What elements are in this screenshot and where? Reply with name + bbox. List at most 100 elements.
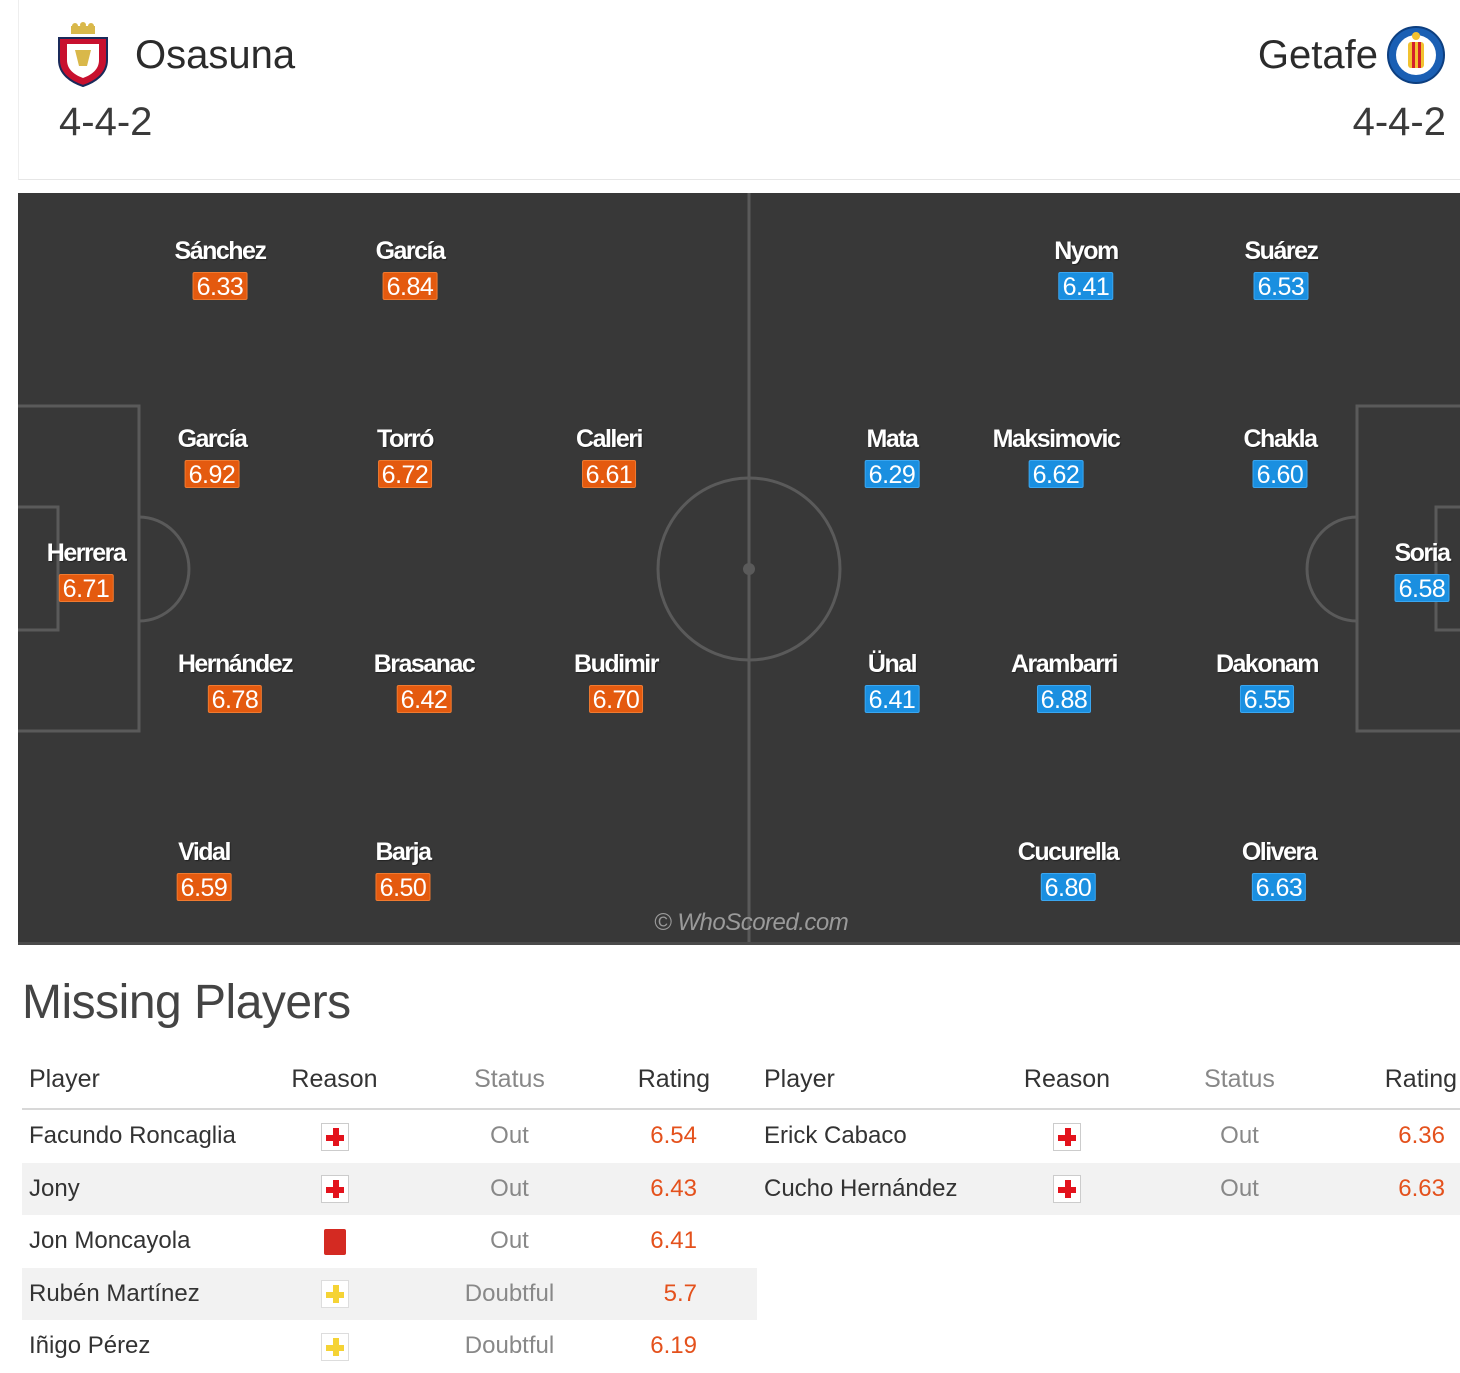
player-rating: 6.63 bbox=[1251, 873, 1307, 902]
away-player-chakla[interactable]: Chakla 6.60 bbox=[1244, 425, 1318, 489]
player-name: Hernández bbox=[177, 650, 294, 678]
getafe-crest-icon[interactable] bbox=[1386, 22, 1446, 88]
injury-icon[interactable] bbox=[320, 1122, 349, 1151]
player-name: Suárez bbox=[1244, 237, 1319, 265]
status: Out bbox=[1220, 1122, 1259, 1150]
player-rating: 6.78 bbox=[207, 685, 263, 714]
red-card-icon[interactable] bbox=[323, 1228, 346, 1255]
player-name[interactable]: Jon Moncayola bbox=[29, 1227, 191, 1255]
player-name: Vidal bbox=[178, 838, 231, 866]
status: Out bbox=[490, 1227, 529, 1255]
home-player-hernandez[interactable]: Hernández 6.78 bbox=[177, 650, 294, 714]
home-player-barja[interactable]: Barja 6.50 bbox=[375, 838, 432, 902]
player-rating: 6.29 bbox=[864, 460, 920, 489]
player-name: Mata bbox=[866, 425, 919, 453]
table-header: Player Reason Status Rating bbox=[757, 1050, 1460, 1110]
player-rating: 6.61 bbox=[581, 460, 637, 489]
player-name: Ünal bbox=[867, 650, 918, 678]
player-rating: 6.70 bbox=[588, 685, 644, 714]
table-row: Erick Cabaco Out 6.36 bbox=[757, 1110, 1460, 1163]
header-status[interactable]: Status bbox=[1204, 1064, 1275, 1093]
player-rating: 6.88 bbox=[1036, 685, 1092, 714]
home-player-vidal[interactable]: Vidal 6.59 bbox=[176, 838, 232, 902]
watermark: © WhoScored.com bbox=[654, 909, 849, 936]
home-player-calleri[interactable]: Calleri 6.61 bbox=[576, 425, 643, 489]
osasuna-crest-icon[interactable] bbox=[53, 22, 113, 88]
injury-icon[interactable] bbox=[1053, 1175, 1081, 1204]
player-name[interactable]: Erick Cabaco bbox=[764, 1122, 907, 1150]
player-name: García bbox=[177, 425, 248, 453]
player-name[interactable]: Jony bbox=[29, 1174, 80, 1202]
header-reason[interactable]: Reason bbox=[1023, 1064, 1111, 1093]
player-name: Nyom bbox=[1054, 237, 1119, 265]
table-row: Jony Out 6.43 bbox=[22, 1162, 757, 1215]
player-name: Budimir bbox=[574, 650, 659, 678]
away-missing-table: Player Reason Status Rating Erick Cabaco… bbox=[757, 1050, 1460, 1215]
away-player-nyom[interactable]: Nyom 6.41 bbox=[1054, 237, 1119, 301]
injury-icon[interactable] bbox=[320, 1175, 349, 1204]
player-name: Barja bbox=[375, 838, 432, 866]
injury-icon[interactable] bbox=[1053, 1122, 1081, 1151]
away-player-arambarri[interactable]: Arambarri 6.88 bbox=[1011, 650, 1119, 714]
home-player-budimir[interactable]: Budimir 6.70 bbox=[574, 650, 659, 714]
doubtful-injury-icon[interactable] bbox=[320, 1280, 349, 1309]
pitch: Sánchez 6.33 García 6.84 García 6.92 Tor… bbox=[18, 193, 1460, 945]
header-rating[interactable]: Rating bbox=[1384, 1064, 1457, 1093]
player-rating: 6.50 bbox=[375, 873, 431, 902]
home-player-garcia-1[interactable]: García 6.84 bbox=[375, 237, 446, 301]
rating: 5.7 bbox=[663, 1279, 697, 1307]
home-player-brasanac[interactable]: Brasanac 6.42 bbox=[374, 650, 476, 714]
header-reason[interactable]: Reason bbox=[291, 1064, 378, 1093]
away-formation: 4-4-2 bbox=[1352, 100, 1446, 144]
player-rating: 6.33 bbox=[192, 272, 248, 301]
player-name: Olivera bbox=[1241, 838, 1318, 866]
home-player-herrera[interactable]: Herrera 6.71 bbox=[46, 539, 127, 603]
doubtful-injury-icon[interactable] bbox=[320, 1332, 349, 1361]
status: Out bbox=[490, 1122, 529, 1150]
home-player-garcia-2[interactable]: García 6.92 bbox=[177, 425, 248, 489]
player-rating: 6.53 bbox=[1253, 272, 1309, 301]
player-rating: 6.72 bbox=[377, 460, 433, 489]
header-player[interactable]: Player bbox=[764, 1064, 835, 1093]
away-player-suarez[interactable]: Suárez 6.53 bbox=[1244, 237, 1319, 301]
match-header: Osasuna 4-4-2 Getafe 4-4-2 bbox=[18, 0, 1460, 180]
table-row: Rubén Martínez Doubtful 5.7 bbox=[22, 1267, 757, 1320]
player-name: Herrera bbox=[46, 539, 127, 567]
player-name: García bbox=[375, 237, 446, 265]
away-player-unal[interactable]: Ünal 6.41 bbox=[864, 650, 920, 714]
player-rating: 6.41 bbox=[864, 685, 920, 714]
player-rating: 6.71 bbox=[58, 574, 114, 603]
header-player[interactable]: Player bbox=[29, 1064, 100, 1093]
home-player-torro[interactable]: Torró 6.72 bbox=[377, 425, 434, 489]
away-player-olivera[interactable]: Olivera 6.63 bbox=[1241, 838, 1318, 902]
away-team-name[interactable]: Getafe bbox=[1257, 32, 1378, 77]
home-player-sanchez[interactable]: Sánchez 6.33 bbox=[175, 237, 267, 301]
rating: 6.54 bbox=[650, 1122, 697, 1150]
status: Out bbox=[1220, 1174, 1259, 1202]
rating: 6.41 bbox=[650, 1227, 697, 1255]
missing-players-title: Missing Players bbox=[22, 976, 351, 1029]
player-name[interactable]: Rubén Martínez bbox=[29, 1279, 200, 1307]
player-name: Torró bbox=[377, 425, 434, 453]
player-rating: 6.60 bbox=[1252, 460, 1308, 489]
header-status[interactable]: Status bbox=[474, 1064, 545, 1093]
rating: 6.19 bbox=[650, 1332, 697, 1360]
away-player-dakonam[interactable]: Dakonam 6.55 bbox=[1216, 650, 1320, 714]
player-name[interactable]: Cucho Hernández bbox=[764, 1174, 958, 1202]
player-name: Cucurella bbox=[1017, 838, 1120, 866]
away-player-soria[interactable]: Soria 6.58 bbox=[1394, 539, 1451, 603]
status: Doubtful bbox=[464, 1332, 555, 1360]
player-rating: 6.55 bbox=[1239, 685, 1295, 714]
away-player-cucurella[interactable]: Cucurella 6.80 bbox=[1017, 838, 1120, 902]
player-name[interactable]: Iñigo Pérez bbox=[29, 1332, 151, 1360]
home-team: Osasuna 4-4-2 bbox=[53, 20, 295, 145]
home-formation: 4-4-2 bbox=[59, 100, 153, 144]
table-row: Jon Moncayola Out 6.41 bbox=[22, 1215, 757, 1268]
header-rating[interactable]: Rating bbox=[637, 1064, 710, 1093]
away-player-maksimovic[interactable]: Maksimovic 6.62 bbox=[992, 425, 1121, 489]
home-team-name[interactable]: Osasuna bbox=[135, 32, 296, 77]
away-player-mata[interactable]: Mata 6.29 bbox=[864, 425, 920, 489]
player-rating: 6.59 bbox=[176, 873, 232, 902]
player-name: Maksimovic bbox=[992, 425, 1121, 453]
player-name[interactable]: Facundo Roncaglia bbox=[29, 1122, 236, 1150]
